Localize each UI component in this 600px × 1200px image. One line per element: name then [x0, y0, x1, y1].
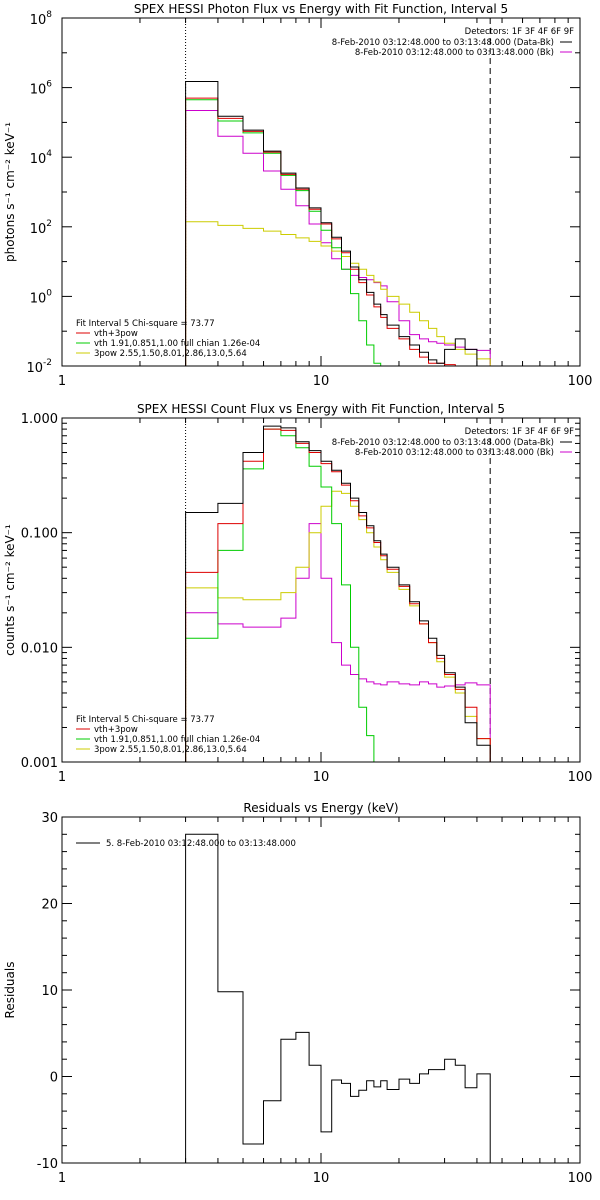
y-axis-label: photons s⁻¹ cm⁻² keV⁻¹ — [3, 122, 17, 262]
chart-title: Residuals vs Energy (keV) — [243, 801, 398, 815]
legend-top-right: 8-Feb-2010 03:12:48.000 to 03:13:48.000 … — [332, 38, 572, 58]
y-tick-exponent: 4 — [46, 149, 52, 159]
y-tick-label: 20 — [41, 898, 58, 913]
y-tick-label: 0.100 — [21, 527, 58, 542]
y-tick-base: 10 — [26, 361, 43, 376]
x-axis: 1 10 100 — [58, 418, 593, 785]
y-tick-base: 10 — [30, 222, 47, 237]
legend-top-right: 8-Feb-2010 03:12:48.000 to 03:13:48.000 … — [332, 438, 572, 458]
legend-entry: vth+3pow — [94, 329, 138, 339]
y-tick-label: 30 — [41, 811, 58, 826]
x-axis: 1 10 100 — [58, 18, 593, 389]
chart-panel-2: SPEX HESSI Count Flux vs Energy with Fit… — [3, 402, 592, 785]
series-nonthermal-component — [185, 490, 491, 762]
legend-entry: 8-Feb-2010 03:12:48.000 to 03:13:48.000 … — [332, 438, 554, 448]
y-tick-label: 0.001 — [21, 756, 58, 771]
series-background — [185, 110, 491, 366]
legend-entry: vth+3pow — [94, 725, 138, 735]
series-data-minus-bk — [185, 425, 491, 762]
chart-panel-1: SPEX HESSI Photon Flux vs Energy with Fi… — [3, 2, 592, 389]
legend-entry: 8-Feb-2010 03:12:48.000 to 03:13:48.000 … — [332, 38, 554, 48]
y-tick-label: 10 — [41, 984, 58, 999]
y-tick-exponent: 8 — [46, 10, 52, 20]
fit-summary-label: Fit Interval 5 Chi-square = 73.77 — [76, 319, 215, 329]
legend-entry: vth 1.91,0.851,1.00 full chian 1.26e-04 — [94, 735, 260, 745]
series-total-fit — [185, 97, 491, 366]
x-tick-label: 10 — [313, 770, 330, 785]
y-tick-label: 104 — [30, 149, 53, 167]
legend-bottom-left: Fit Interval 5 Chi-square = 73.77vth+3po… — [76, 715, 260, 755]
series-thermal-component — [185, 99, 491, 366]
fit-summary-label: Fit Interval 5 Chi-square = 73.77 — [76, 715, 215, 725]
y-tick-base: 10 — [30, 83, 47, 98]
legend-entry: 5. 8-Feb-2010 03:12:48.000 to 03:13:48.0… — [106, 839, 296, 849]
legend-top-left: 5. 8-Feb-2010 03:12:48.000 to 03:13:48.0… — [76, 839, 296, 849]
y-tick-base: 10 — [30, 13, 47, 28]
series-background — [185, 523, 491, 762]
detectors-label: Detectors: 1F 3F 4F 6F 9F — [465, 27, 574, 37]
y-tick-base: 10 — [30, 152, 47, 167]
y-tick-exponent: 6 — [46, 80, 52, 90]
chart-title: SPEX HESSI Photon Flux vs Energy with Fi… — [134, 2, 508, 16]
y-tick-base: 10 — [30, 291, 47, 306]
legend-entry: vth 1.91,0.851,1.00 full chian 1.26e-04 — [94, 339, 260, 349]
y-tick-exponent: -2 — [43, 358, 52, 368]
y-tick-label: -10 — [37, 1157, 58, 1172]
x-tick-label: 10 — [313, 374, 330, 389]
plot-frame — [61, 17, 581, 367]
x-tick-label: 1 — [58, 770, 66, 785]
y-tick-exponent: 0 — [46, 288, 52, 298]
series-residuals — [185, 833, 491, 1163]
series-thermal-component — [185, 428, 491, 762]
x-tick-label: 100 — [568, 770, 593, 785]
legend-bottom-left: Fit Interval 5 Chi-square = 73.77vth+3po… — [76, 319, 260, 359]
y-axis: -10 0 10 20 30 — [37, 811, 580, 1172]
series-group — [185, 425, 491, 762]
series-group — [185, 833, 491, 1163]
y-tick-label: 0.010 — [21, 641, 58, 656]
x-axis: 1 10 100 — [58, 817, 593, 1186]
x-tick-label: 1 — [58, 1171, 66, 1186]
y-tick-label: 102 — [30, 219, 52, 237]
plot-frame — [61, 816, 581, 1164]
series-total-fit — [185, 428, 491, 762]
y-tick-label: 106 — [30, 80, 53, 98]
x-tick-label: 100 — [568, 374, 593, 389]
x-tick-label: 100 — [568, 1171, 593, 1186]
series-group — [185, 81, 491, 366]
detectors-label: Detectors: 1F 3F 4F 6F 9F — [465, 427, 574, 437]
series-data-minus-bk — [185, 81, 491, 366]
legend-entry: 3pow 2.55,1.50,8.01,2.86,13.0,5.64 — [94, 349, 247, 359]
legend-entry: 8-Feb-2010 03:12:48.000 to 03:13:48.000 … — [355, 48, 554, 58]
y-axis-label: counts s⁻¹ cm⁻² keV⁻¹ — [3, 524, 17, 656]
x-tick-label: 10 — [313, 1171, 330, 1186]
y-tick-label: 100 — [30, 288, 53, 306]
legend-entry: 8-Feb-2010 03:12:48.000 to 03:13:48.000 … — [355, 448, 554, 458]
y-tick-label: 1.000 — [21, 412, 58, 427]
legend-entry: 3pow 2.55,1.50,8.01,2.86,13.0,5.64 — [94, 745, 247, 755]
x-tick-label: 1 — [58, 374, 66, 389]
chart-title: SPEX HESSI Count Flux vs Energy with Fit… — [137, 402, 505, 416]
y-tick-label: 0 — [50, 1071, 58, 1086]
y-axis-label: Residuals — [3, 962, 17, 1019]
plot-frame — [61, 417, 581, 763]
y-tick-exponent: 2 — [46, 219, 52, 229]
y-tick-label: 108 — [30, 10, 53, 28]
series-nonthermal-component — [185, 221, 491, 366]
y-tick-label: 10-2 — [26, 358, 52, 376]
